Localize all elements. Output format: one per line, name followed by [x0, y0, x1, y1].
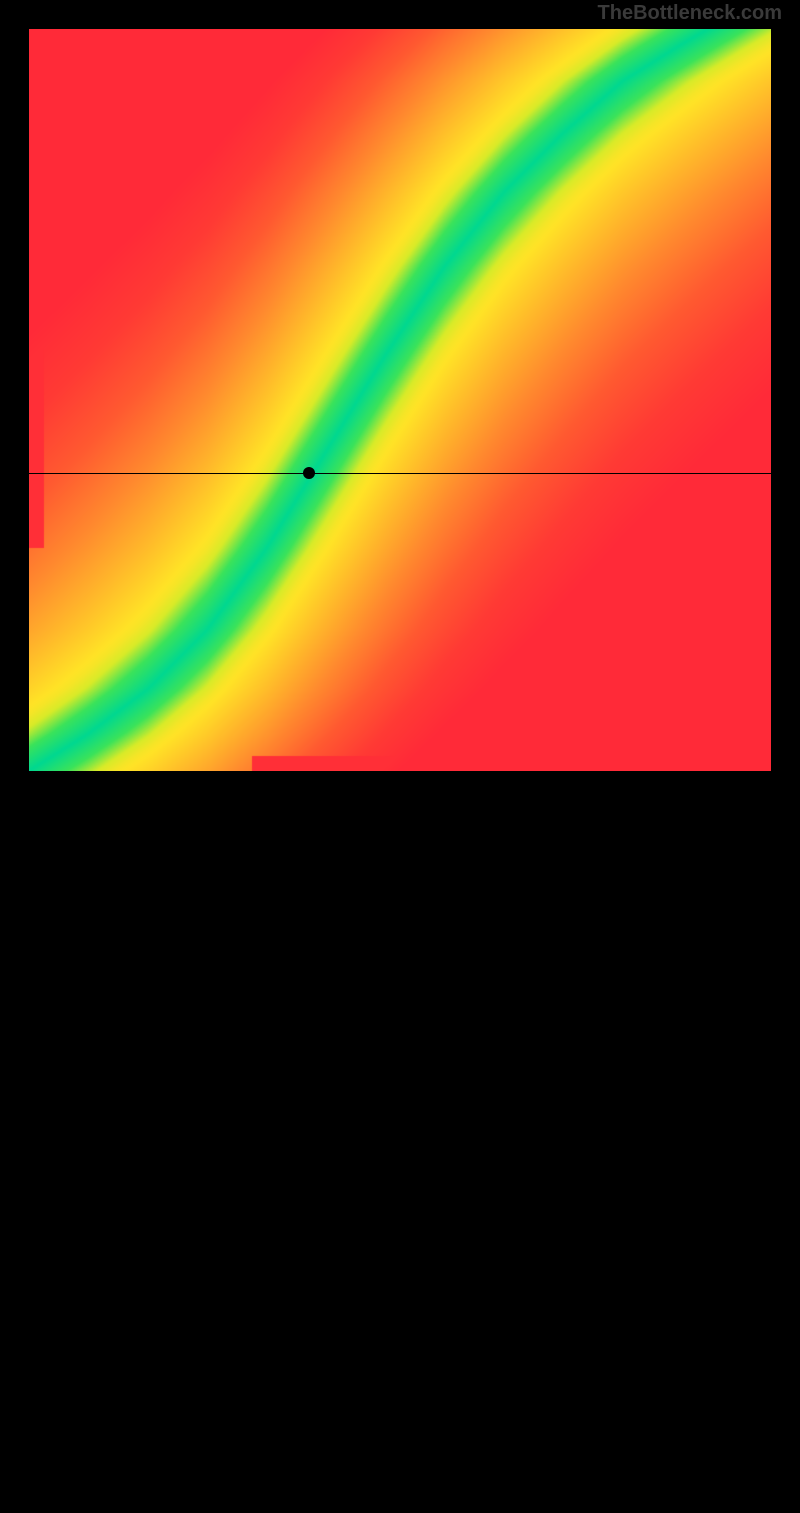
crosshair-vertical [309, 771, 310, 1513]
heatmap-canvas [29, 29, 771, 771]
heatmap-plot-area [29, 29, 771, 771]
crosshair-horizontal [29, 473, 771, 474]
marker-dot [303, 467, 315, 479]
watermark-text: TheBottleneck.com [598, 2, 782, 25]
